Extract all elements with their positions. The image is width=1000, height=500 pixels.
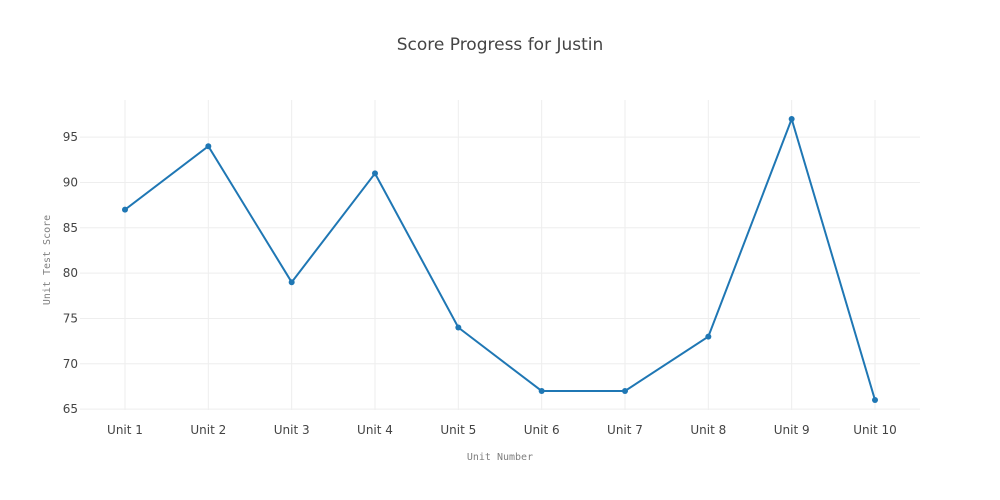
series-layer xyxy=(122,115,878,404)
chart-title: Score Progress for Justin xyxy=(397,35,604,55)
data-point xyxy=(872,397,878,404)
x-tick-label: Unit 3 xyxy=(274,423,310,437)
x-tick-label: Unit 8 xyxy=(690,423,726,437)
data-point xyxy=(122,206,128,213)
data-point xyxy=(538,387,545,394)
grid xyxy=(80,100,920,410)
x-tick-label: Unit 4 xyxy=(357,423,393,437)
y-tick-label: 75 xyxy=(63,311,78,325)
y-tick-label: 70 xyxy=(63,357,78,371)
y-axis-ticks: 65 70 75 80 85 90 95 xyxy=(63,130,78,416)
x-tick-label: Unit 9 xyxy=(774,423,810,437)
data-point xyxy=(455,324,462,331)
y-axis-title: Unit Test Score xyxy=(42,215,53,305)
y-tick-label: 85 xyxy=(63,221,78,235)
x-axis-title: Unit Number xyxy=(467,452,533,463)
data-point xyxy=(622,387,628,394)
data-point xyxy=(705,333,712,340)
y-tick-label: 80 xyxy=(63,266,78,280)
x-tick-label: Unit 1 xyxy=(107,423,143,437)
y-tick-label: 90 xyxy=(63,175,78,189)
data-point xyxy=(788,116,795,123)
data-point xyxy=(372,170,378,177)
y-tick-label: 95 xyxy=(63,130,78,144)
y-tick-label: 65 xyxy=(63,402,78,416)
x-tick-label: Unit 10 xyxy=(853,423,897,437)
data-point xyxy=(288,279,295,286)
x-tick-label: Unit 7 xyxy=(607,423,643,437)
data-point xyxy=(205,143,212,150)
x-tick-label: Unit 6 xyxy=(524,423,560,437)
x-tick-label: Unit 5 xyxy=(440,423,476,437)
series-line xyxy=(124,115,876,401)
x-axis-ticks: Unit 1 Unit 2 Unit 3 Unit 4 Unit 5 Unit 6 Unit… xyxy=(107,423,897,437)
x-tick-label: Unit 2 xyxy=(190,423,226,437)
